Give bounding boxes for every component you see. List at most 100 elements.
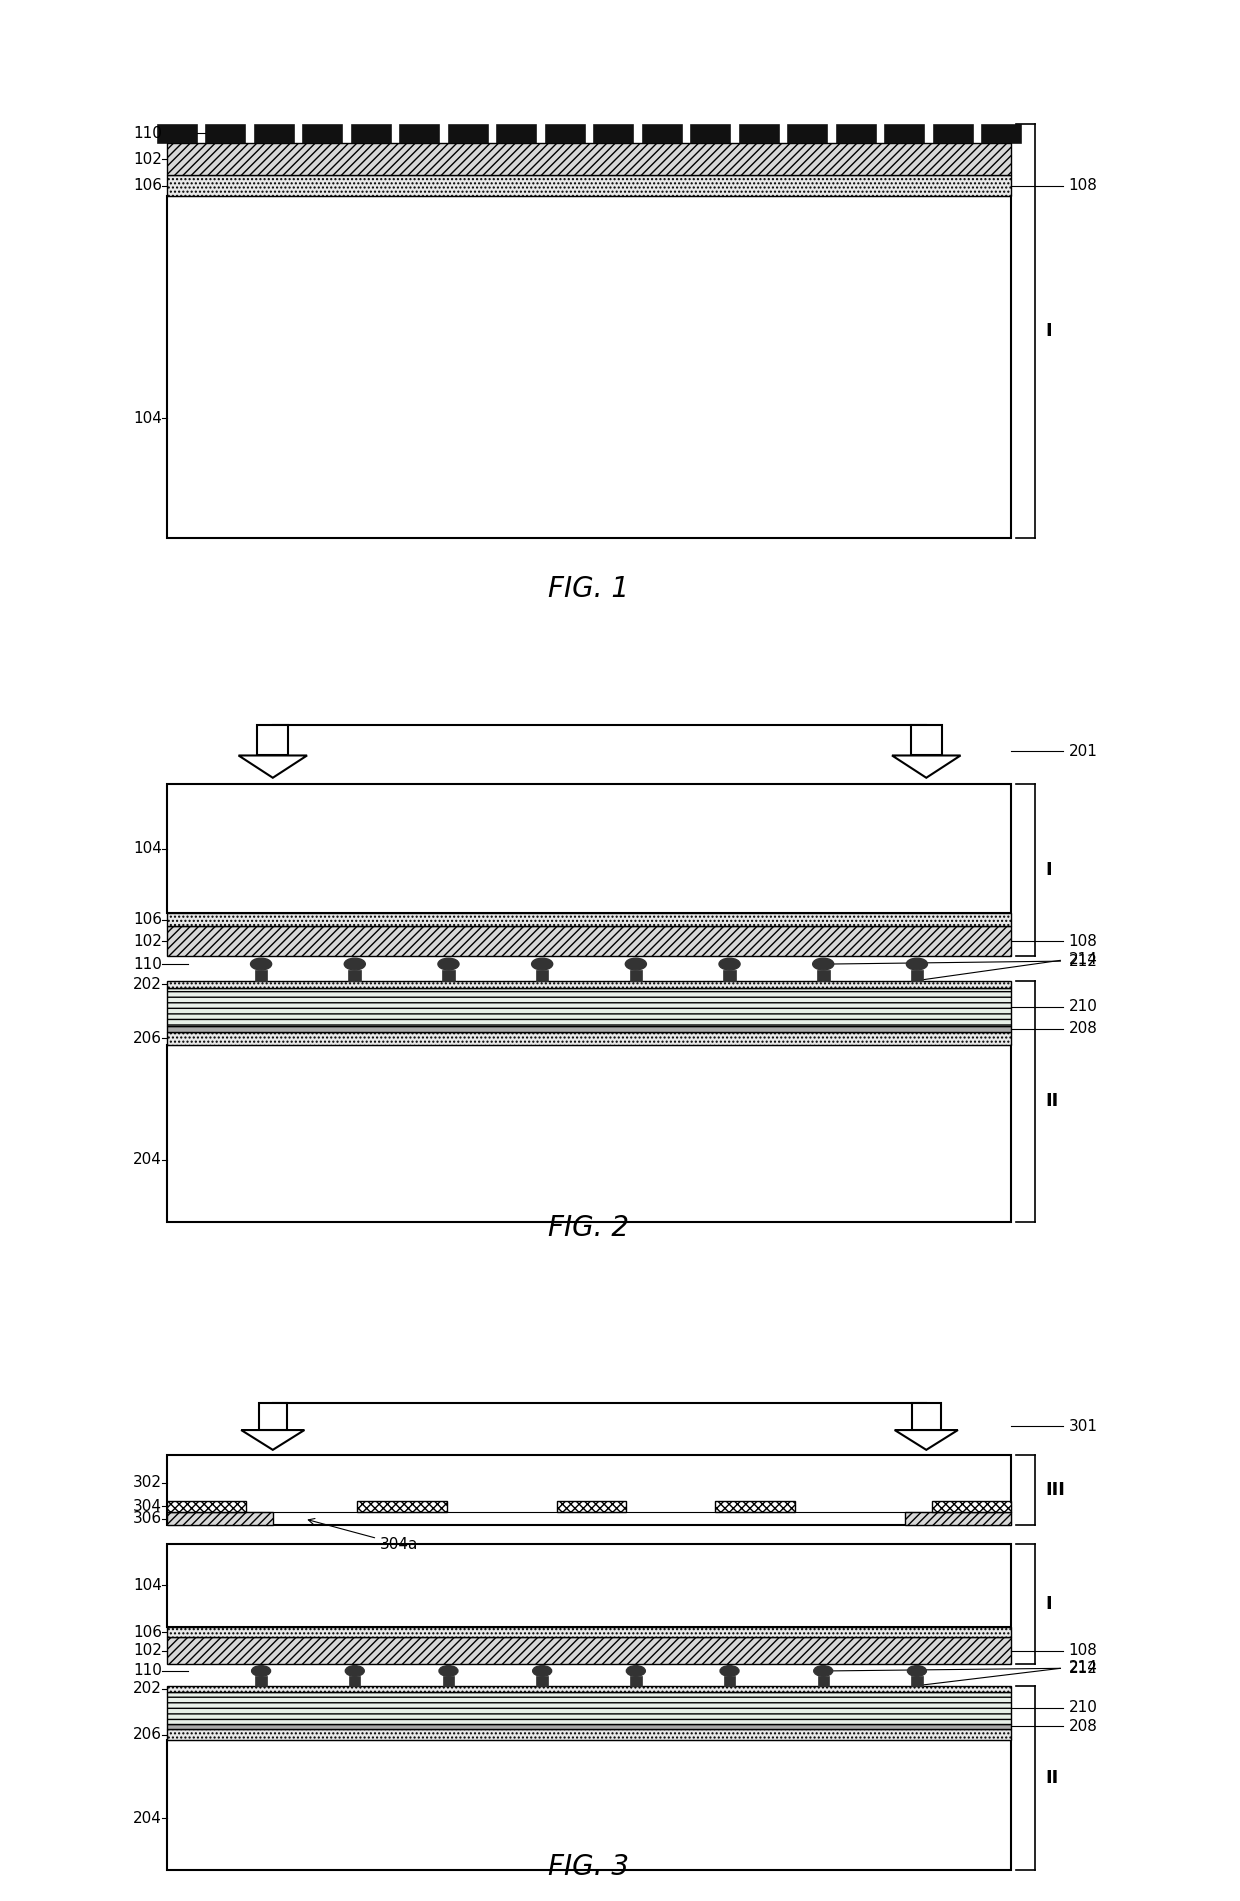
Text: 214: 214 [1069, 952, 1097, 968]
Text: FIG. 3: FIG. 3 [548, 1853, 630, 1880]
Bar [981, 124, 1022, 143]
Circle shape [720, 1665, 739, 1677]
Circle shape [813, 1665, 833, 1677]
Bar [255, 1677, 267, 1686]
Text: 108: 108 [1069, 1642, 1097, 1658]
Bar [884, 124, 924, 143]
Text: 108: 108 [1069, 179, 1097, 194]
Text: 102: 102 [133, 933, 162, 949]
Text: 206: 206 [133, 1728, 162, 1741]
Bar [167, 926, 1011, 956]
Bar [715, 1500, 795, 1513]
Circle shape [252, 1665, 270, 1677]
Bar [167, 1046, 1011, 1222]
Text: FIG. 1: FIG. 1 [548, 574, 630, 603]
Text: 110: 110 [133, 1663, 162, 1679]
Bar [157, 124, 197, 143]
Bar [167, 196, 1011, 538]
Text: 302: 302 [133, 1475, 162, 1490]
Bar [167, 783, 1011, 912]
Circle shape [345, 1665, 365, 1677]
Bar [836, 124, 875, 143]
Text: 104: 104 [133, 1578, 162, 1593]
Text: 304a: 304a [309, 1519, 418, 1551]
Bar [905, 1513, 1011, 1525]
Text: 204: 204 [133, 1812, 162, 1825]
Circle shape [719, 958, 740, 970]
Text: 106: 106 [133, 179, 162, 194]
Bar [167, 981, 1011, 989]
Bar [642, 124, 682, 143]
Polygon shape [241, 1430, 305, 1450]
Bar [399, 124, 439, 143]
Bar [724, 1677, 735, 1686]
Bar [630, 1677, 641, 1686]
Text: 304: 304 [133, 1500, 162, 1513]
Text: I: I [1045, 1595, 1052, 1614]
Bar [167, 1692, 1011, 1724]
Bar [448, 124, 487, 143]
Text: 204: 204 [133, 1152, 162, 1167]
Text: 108: 108 [1069, 933, 1097, 949]
Bar [350, 1677, 361, 1686]
Text: 208: 208 [1069, 1719, 1097, 1734]
Circle shape [438, 958, 459, 970]
Circle shape [625, 958, 646, 970]
Bar [167, 912, 1011, 926]
Bar [167, 175, 1011, 196]
Text: II: II [1045, 1770, 1059, 1787]
Bar [254, 124, 294, 143]
Text: III: III [1045, 1481, 1065, 1500]
Bar [630, 970, 642, 981]
Bar [351, 124, 391, 143]
Bar [167, 1500, 247, 1513]
Text: FIG. 2: FIG. 2 [548, 1215, 630, 1243]
Bar [167, 143, 1011, 175]
Bar [206, 124, 246, 143]
Polygon shape [258, 724, 288, 755]
Bar [544, 124, 585, 143]
Bar [910, 970, 924, 981]
Circle shape [439, 1665, 458, 1677]
Text: 208: 208 [1069, 1021, 1097, 1036]
Text: 214: 214 [1069, 1660, 1097, 1675]
Text: 106: 106 [133, 912, 162, 928]
Circle shape [532, 958, 553, 970]
Text: 206: 206 [133, 1030, 162, 1046]
Bar [167, 989, 1011, 1027]
Bar [537, 1677, 548, 1686]
Text: I: I [1045, 321, 1052, 340]
Text: 106: 106 [133, 1625, 162, 1639]
Circle shape [626, 1665, 645, 1677]
Bar [167, 1627, 1011, 1637]
Bar [787, 124, 827, 143]
Polygon shape [895, 1430, 959, 1450]
Text: 202: 202 [133, 1680, 162, 1696]
Text: 201: 201 [1069, 743, 1097, 758]
Bar [303, 124, 342, 143]
Circle shape [345, 958, 366, 970]
Bar [167, 1032, 1011, 1046]
Circle shape [908, 1665, 926, 1677]
Bar [443, 970, 455, 981]
Bar [558, 1500, 626, 1513]
Polygon shape [913, 1403, 940, 1430]
Polygon shape [259, 1403, 286, 1430]
Polygon shape [911, 724, 941, 755]
Bar [911, 1677, 923, 1686]
Bar [357, 1500, 446, 1513]
Bar [739, 124, 779, 143]
Bar [167, 1513, 273, 1525]
Text: 110: 110 [133, 956, 162, 971]
Text: 102: 102 [133, 1642, 162, 1658]
Circle shape [533, 1665, 552, 1677]
Bar [254, 970, 268, 981]
Circle shape [812, 958, 833, 970]
Circle shape [250, 958, 272, 970]
Bar [167, 1637, 1011, 1663]
Bar [167, 1686, 1011, 1692]
Text: 104: 104 [133, 411, 162, 426]
Bar [932, 124, 972, 143]
Text: 202: 202 [133, 977, 162, 992]
Text: 110: 110 [133, 125, 162, 141]
